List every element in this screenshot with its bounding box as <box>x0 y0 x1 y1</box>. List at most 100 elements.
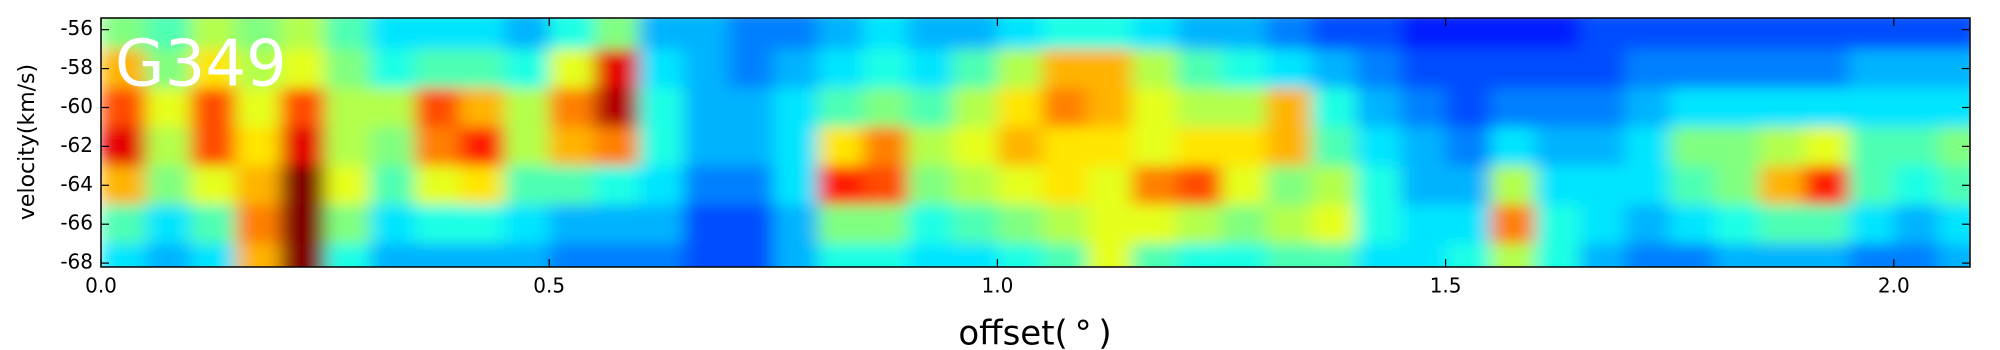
heatmap-cell <box>1311 204 1357 245</box>
heatmap-cell <box>997 165 1043 206</box>
heatmap-cell <box>1176 243 1223 267</box>
heatmap-cell <box>1848 88 1895 128</box>
heatmap-cell <box>549 165 595 206</box>
heatmap-cell <box>1221 49 1267 89</box>
heatmap-cell <box>1580 49 1626 89</box>
heatmap-cell <box>1893 18 1940 50</box>
heatmap-cell <box>773 204 819 245</box>
heatmap-cell <box>773 49 819 89</box>
y-axis-label: velocity(km/s) <box>15 64 40 220</box>
heatmap-cell <box>1938 49 1970 89</box>
heatmap-cell <box>549 204 595 245</box>
heatmap-cell <box>1624 18 1671 50</box>
heatmap-cell <box>683 165 729 206</box>
heatmap-cell <box>728 88 774 128</box>
heatmap-cell <box>1535 165 1581 206</box>
heatmap-cell <box>1669 126 1716 167</box>
heatmap-cell <box>952 204 998 245</box>
heatmap-cell <box>907 243 954 267</box>
heatmap-cell <box>952 49 998 89</box>
heatmap-cell <box>1535 126 1581 167</box>
heatmap-cell <box>1938 18 1970 50</box>
heatmap-cell <box>1804 165 1850 206</box>
heatmap-cell <box>952 88 998 128</box>
heatmap-cell <box>235 165 281 206</box>
heatmap-cell <box>862 49 909 89</box>
heatmap-cell <box>952 165 998 206</box>
heatmap-cell <box>1087 126 1133 167</box>
heatmap-cell <box>1042 165 1088 206</box>
heatmap-cell <box>1266 204 1312 245</box>
heatmap-cell <box>1221 204 1267 245</box>
heatmap-cell <box>907 49 954 89</box>
heatmap-cell <box>728 18 774 50</box>
heatmap-cell <box>1087 88 1133 128</box>
heatmap-cell <box>1848 18 1895 50</box>
heatmap-cell <box>369 243 416 267</box>
heatmap-cell <box>594 204 640 245</box>
heatmap-cell <box>1669 165 1716 206</box>
heatmap-cell <box>1400 49 1447 89</box>
heatmap-cell <box>1400 204 1447 245</box>
heatmap-cell <box>1759 18 1805 50</box>
heatmap-cell <box>1400 88 1447 128</box>
heatmap-cell <box>1893 243 1940 267</box>
y-tick-label: -68 <box>60 250 93 274</box>
heatmap-cell <box>549 88 595 128</box>
heatmap-cell <box>997 204 1043 245</box>
heatmap-cell <box>1042 88 1088 128</box>
heatmap-cell <box>728 243 774 267</box>
heatmap-cell <box>369 204 416 245</box>
heatmap-cell <box>773 18 819 50</box>
heatmap-cell <box>728 204 774 245</box>
x-tick-label: 1.5 <box>1430 274 1462 298</box>
heatmap-cell <box>638 204 685 245</box>
heatmap-cell <box>280 18 326 50</box>
heatmap-cell <box>549 49 595 89</box>
heatmap-cell <box>1893 88 1940 128</box>
heatmap-cell <box>1624 49 1671 89</box>
heatmap-cell <box>1221 165 1267 206</box>
heatmap-cell <box>1131 88 1178 128</box>
heatmap-cell <box>952 243 998 267</box>
heatmap-cell <box>1445 49 1491 89</box>
y-tick-label: -62 <box>60 133 93 157</box>
heatmap-cell <box>773 88 819 128</box>
heatmap-cell <box>414 49 461 89</box>
heatmap-cell <box>235 204 281 245</box>
heatmap-cell <box>1669 243 1716 267</box>
heatmap-cell <box>101 243 147 267</box>
heatmap-cell <box>907 165 954 206</box>
heatmap-cell <box>818 243 864 267</box>
heatmap-cell <box>997 243 1043 267</box>
heatmap-cell <box>1355 126 1402 167</box>
heatmap-cell <box>1221 243 1267 267</box>
heatmap-cell <box>190 88 236 128</box>
heatmap-cell <box>369 165 416 206</box>
heatmap-cell <box>1131 204 1178 245</box>
x-tick-label: 1.0 <box>981 274 1013 298</box>
heatmap-cell <box>1176 18 1223 50</box>
heatmap-cell <box>325 243 371 267</box>
heatmap-cell <box>683 204 729 245</box>
heatmap-cell <box>1445 204 1491 245</box>
heatmap-cell <box>1311 88 1357 128</box>
heatmap-cell <box>862 204 909 245</box>
heatmap-cell <box>1893 49 1940 89</box>
heatmap-cell <box>862 243 909 267</box>
heatmap-cell <box>325 165 371 206</box>
heatmap-cell <box>728 126 774 167</box>
heatmap-cell <box>235 126 281 167</box>
heatmap-cell <box>1131 243 1178 267</box>
heatmap-cell <box>414 243 461 267</box>
heatmap-cell <box>594 18 640 50</box>
heatmap-cell <box>1400 165 1447 206</box>
heatmap-cell <box>594 243 640 267</box>
heatmap-cell <box>1893 165 1940 206</box>
heatmap-cell <box>1669 18 1716 50</box>
heatmap-cell <box>1266 49 1312 89</box>
heatmap-cell <box>504 126 550 167</box>
x-tick-label: 0.0 <box>85 274 117 298</box>
heatmap-cell <box>638 126 685 167</box>
